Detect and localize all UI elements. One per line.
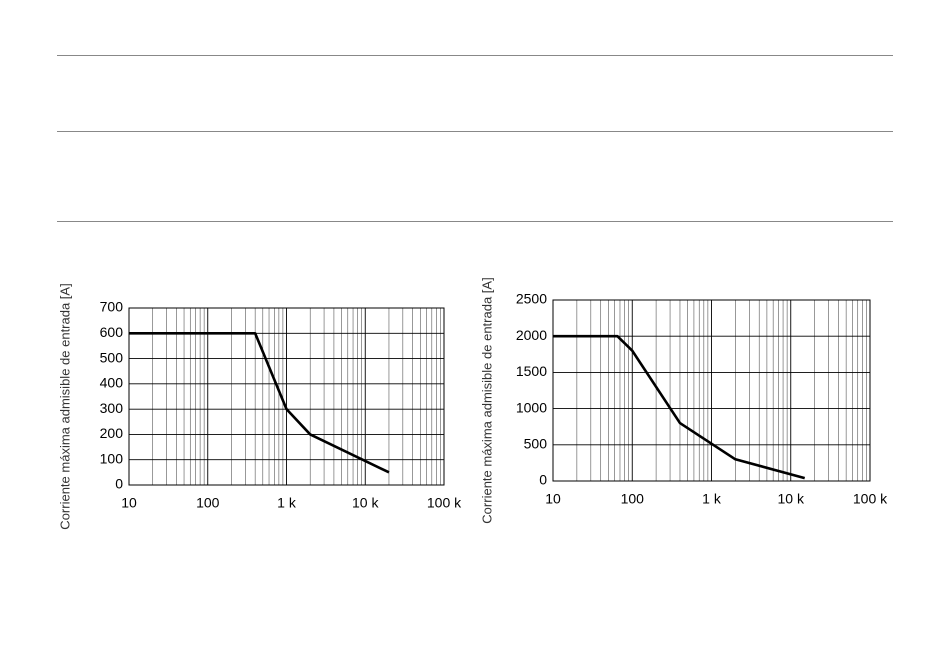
x-tick-label: 100 k: [853, 491, 888, 507]
y-tick-label: 2500: [516, 291, 547, 307]
x-tick-label: 10: [545, 491, 561, 507]
data-line: [553, 334, 806, 480]
y-tick-label: 0: [115, 476, 123, 492]
x-tick-label: 100: [621, 491, 645, 507]
plot-frame: [552, 299, 871, 482]
data-line: [129, 331, 390, 474]
y-axis-label: Corriente máxima admisible de entrada [A…: [57, 283, 72, 529]
y-axis-label: Corriente máxima admisible de entrada [A…: [479, 277, 494, 523]
x-tick-label: 1 k: [702, 491, 722, 507]
y-tick-label: 1500: [516, 363, 547, 379]
plot-frame: [128, 307, 445, 486]
y-tick-label: 300: [100, 400, 124, 416]
x-tick-label: 10 k: [352, 495, 379, 511]
y-tick-label: 500: [524, 436, 548, 452]
y-tick-label: 700: [100, 299, 124, 315]
y-tick-label: 400: [100, 375, 124, 391]
y-tick-label: 2000: [516, 327, 547, 343]
y-tick-label: 200: [100, 425, 124, 441]
y-tick-label: 100: [100, 450, 124, 466]
y-tick-label: 1000: [516, 399, 547, 415]
y-tick-label: 0: [539, 472, 547, 488]
y-tick-label: 500: [100, 349, 124, 365]
x-tick-label: 10 k: [778, 491, 805, 507]
x-tick-label: 10: [121, 495, 137, 511]
x-tick-label: 1 k: [277, 495, 297, 511]
x-tick-label: 100 k: [427, 495, 462, 511]
x-tick-label: 100: [196, 495, 220, 511]
y-tick-label: 600: [100, 324, 124, 340]
